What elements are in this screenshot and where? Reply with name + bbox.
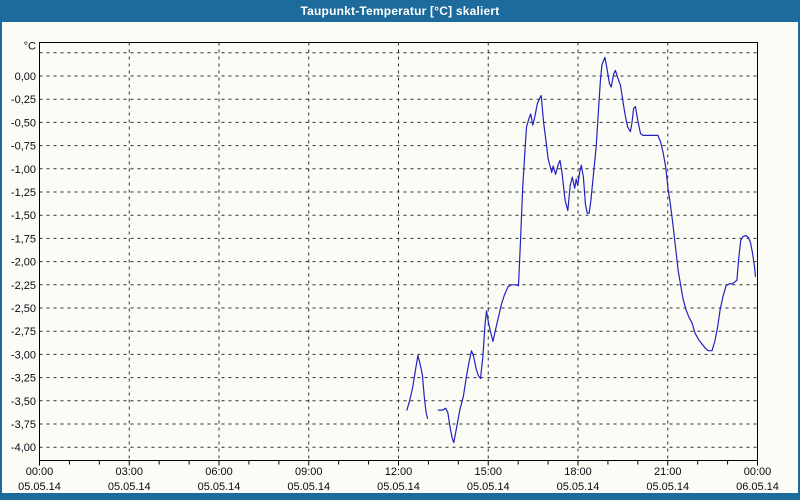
y-tick-label: -3,00: [11, 349, 36, 361]
y-tick-label: -1,75: [11, 233, 36, 245]
series-line: [437, 56, 757, 444]
y-axis-unit-label: °C: [24, 41, 36, 53]
chart-title-bar: Taupunkt-Temperatur [°C] skaliert: [0, 0, 800, 22]
y-tick-label: -1,00: [11, 164, 36, 176]
x-tick-time-label: 12:00: [385, 466, 413, 478]
x-tick-time-label: 09:00: [295, 466, 323, 478]
x-tick-time-label: 00:00: [744, 466, 772, 478]
chart-title: Taupunkt-Temperatur [°C] skaliert: [300, 4, 500, 18]
y-tick-label: -2,75: [11, 326, 36, 338]
x-tick-time-label: 06:00: [205, 466, 233, 478]
series-line: [406, 354, 429, 419]
y-tick-label: 0,00: [15, 71, 36, 83]
y-tick-label: -3,75: [11, 419, 36, 431]
x-tick-date-label: 05.05.14: [557, 481, 600, 493]
plot-background: [2, 22, 798, 493]
y-tick-label: -3,50: [11, 396, 36, 408]
x-tick-date-label: 05.05.14: [287, 481, 330, 493]
y-tick-label: -2,00: [11, 257, 36, 269]
y-tick-label: -0,75: [11, 141, 36, 153]
y-tick-label: -1,25: [11, 187, 36, 199]
y-tick-label: -3,25: [11, 373, 36, 385]
x-tick-date-label: 05.05.14: [198, 481, 241, 493]
y-tick-label: -2,25: [11, 280, 36, 292]
y-tick-label: -1,50: [11, 210, 36, 222]
x-tick-time-label: 21:00: [654, 466, 682, 478]
y-tick-label: -4,00: [11, 442, 36, 454]
y-tick-label: -0,25: [11, 94, 36, 106]
x-tick-date-label: 05.05.14: [108, 481, 151, 493]
x-tick-date-label: 06.05.14: [736, 481, 779, 493]
x-tick-time-label: 03:00: [115, 466, 143, 478]
plot-border: [39, 42, 758, 461]
x-tick-time-label: 15:00: [474, 466, 502, 478]
x-tick-date-label: 05.05.14: [377, 481, 420, 493]
x-tick-date-label: 05.05.14: [646, 481, 689, 493]
x-tick-date-label: 05.05.14: [18, 481, 61, 493]
x-tick-date-label: 05.05.14: [467, 481, 510, 493]
x-tick-time-label: 18:00: [564, 466, 592, 478]
y-tick-label: -0,50: [11, 117, 36, 129]
x-tick-time-label: 00:00: [26, 466, 54, 478]
y-tick-label: -2,50: [11, 303, 36, 315]
